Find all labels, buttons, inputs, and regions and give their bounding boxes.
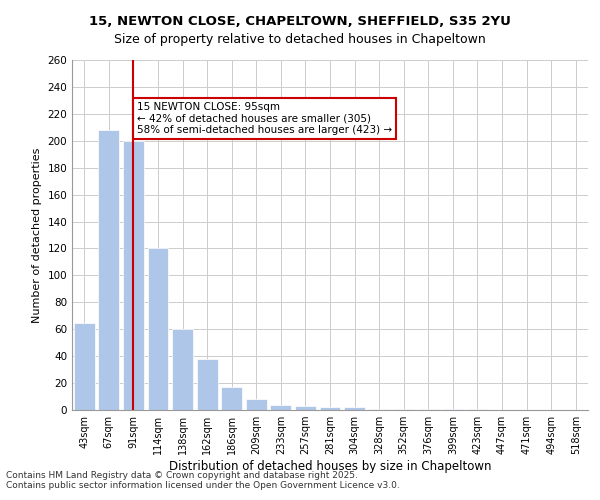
Bar <box>74 322 95 410</box>
Bar <box>271 404 292 410</box>
Bar <box>148 248 169 410</box>
Bar <box>172 329 193 410</box>
Bar <box>246 399 267 410</box>
Text: 15, NEWTON CLOSE, CHAPELTOWN, SHEFFIELD, S35 2YU: 15, NEWTON CLOSE, CHAPELTOWN, SHEFFIELD,… <box>89 15 511 28</box>
Bar <box>344 408 365 410</box>
Bar <box>320 408 340 410</box>
Bar <box>295 406 316 410</box>
Y-axis label: Number of detached properties: Number of detached properties <box>32 148 42 322</box>
Bar <box>221 387 242 410</box>
Text: Contains HM Land Registry data © Crown copyright and database right 2025.
Contai: Contains HM Land Registry data © Crown c… <box>6 470 400 490</box>
Bar <box>98 130 119 410</box>
Bar <box>418 408 439 410</box>
Bar <box>123 141 144 410</box>
Bar <box>368 408 389 410</box>
X-axis label: Distribution of detached houses by size in Chapeltown: Distribution of detached houses by size … <box>169 460 491 473</box>
Bar <box>197 359 218 410</box>
Bar <box>442 408 463 410</box>
Text: Size of property relative to detached houses in Chapeltown: Size of property relative to detached ho… <box>114 32 486 46</box>
Bar <box>467 408 488 410</box>
Text: 15 NEWTON CLOSE: 95sqm
← 42% of detached houses are smaller (305)
58% of semi-de: 15 NEWTON CLOSE: 95sqm ← 42% of detached… <box>137 102 392 135</box>
Bar <box>393 408 414 410</box>
